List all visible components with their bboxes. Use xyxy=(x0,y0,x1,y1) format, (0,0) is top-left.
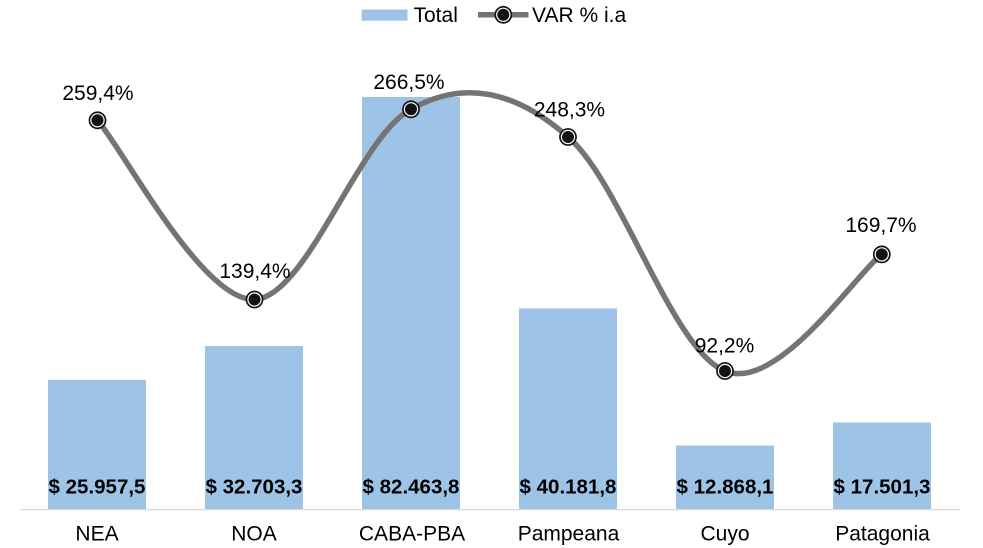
svg-text:Patagonia: Patagonia xyxy=(835,523,930,546)
svg-text:$ 17.501,3: $ 17.501,3 xyxy=(834,476,931,499)
svg-text:139,4%: 139,4% xyxy=(219,260,290,283)
svg-text:Cuyo: Cuyo xyxy=(700,523,749,546)
svg-text:266,5%: 266,5% xyxy=(373,71,444,94)
svg-text:VAR % i.a: VAR % i.a xyxy=(532,4,626,27)
svg-text:$ 40.181,8: $ 40.181,8 xyxy=(520,476,617,499)
svg-text:Pampeana: Pampeana xyxy=(518,523,620,546)
svg-text:NEA: NEA xyxy=(75,523,118,546)
svg-text:169,7%: 169,7% xyxy=(845,214,916,237)
svg-text:92,2%: 92,2% xyxy=(695,335,755,358)
svg-text:NOA: NOA xyxy=(231,523,277,546)
svg-text:$ 32.703,3: $ 32.703,3 xyxy=(206,476,303,499)
svg-text:Total: Total xyxy=(414,4,458,27)
svg-text:CABA-PBA: CABA-PBA xyxy=(359,523,465,546)
svg-text:$ 82.463,8: $ 82.463,8 xyxy=(363,476,460,499)
svg-text:259,4%: 259,4% xyxy=(62,82,133,105)
svg-text:$ 12.868,1: $ 12.868,1 xyxy=(677,476,774,499)
svg-text:248,3%: 248,3% xyxy=(534,99,605,122)
svg-text:$ 25.957,5: $ 25.957,5 xyxy=(49,476,146,499)
